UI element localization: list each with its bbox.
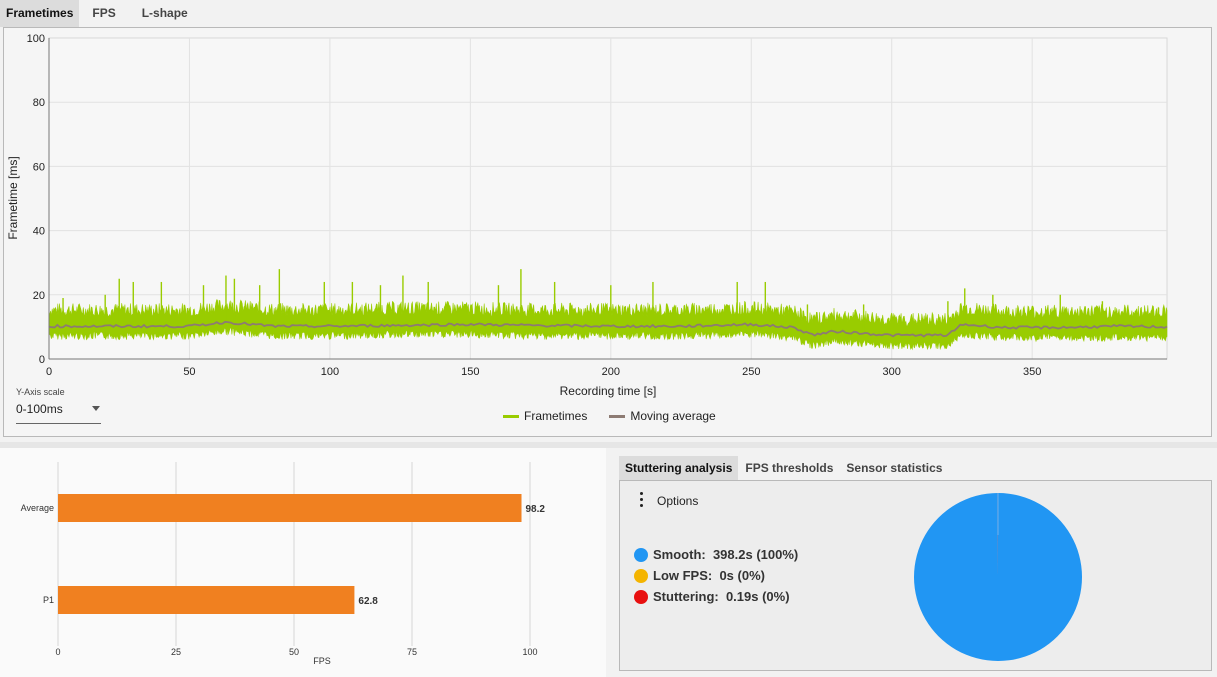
bar-x-axis-label: FPS (313, 656, 331, 666)
bar-category-label: Average (21, 503, 54, 513)
y-tick-label: 100 (27, 33, 45, 45)
legend-swatch (503, 414, 519, 418)
stutter-value: 0.19s (0%) (725, 589, 790, 604)
plot-area (48, 37, 1168, 360)
y-axis-scale-select[interactable]: 0-100ms (16, 402, 101, 424)
y-tick-label: 40 (33, 226, 45, 238)
bar-x-tick-label: 75 (407, 647, 417, 657)
bar-value-label: 98.2 (526, 504, 546, 515)
chart-legend: Frametimes Moving average (503, 409, 738, 423)
y-tick-label: 0 (39, 354, 45, 366)
x-axis-label: Recording time [s] (560, 384, 657, 398)
frametime-chart: 0 50 100 150 200 250 300 350 0 20 40 60 80 100 Record… (6, 33, 1168, 398)
x-tick-label: 300 (883, 366, 901, 378)
stutter-row-low-fps: Low FPS: 0s (0%) (634, 568, 765, 583)
legend-item-moving-average[interactable]: Moving average (609, 409, 716, 423)
tab-l-shape[interactable]: L-shape (141, 6, 188, 20)
tab-fps[interactable]: FPS (92, 6, 116, 20)
section-divider (0, 442, 1217, 448)
fps-bar-panel (0, 448, 606, 677)
bar-x-tick-label: 50 (289, 647, 299, 657)
series-frametimes (48, 299, 1168, 351)
stutter-label: Low FPS: (653, 568, 713, 583)
stutter-row-stuttering: Stuttering: 0.19s (0%) (634, 589, 790, 604)
stutter-label: Smooth: (653, 547, 706, 562)
x-tick-label: 50 (183, 366, 195, 378)
tab-stuttering-analysis[interactable]: Stuttering analysis (619, 456, 739, 480)
low-fps-dot-icon (634, 568, 648, 583)
bar-p1 (58, 586, 355, 614)
chevron-down-icon (92, 406, 100, 411)
bar-average (58, 494, 522, 522)
tab-fps-thresholds[interactable]: FPS thresholds (745, 461, 834, 475)
series-moving-average (48, 320, 1168, 338)
x-tick-label: 350 (1023, 366, 1041, 378)
stutter-value: 0s (0%) (719, 568, 765, 583)
fps-bar-chart: 0 25 50 75 100 Average 98.2 P1 62.8 FPS (21, 462, 546, 666)
legend-swatch (609, 414, 626, 418)
tab-frametimes[interactable]: Frametimes (0, 0, 80, 27)
options-button[interactable]: Options (657, 494, 699, 508)
y-axis-label: Frametime [ms] (6, 156, 20, 239)
stuttering-panel: Options Smooth: 398.2s (100%) Low FPS: 0… (619, 480, 1212, 671)
smooth-dot-icon (634, 547, 648, 562)
y-tick-label: 20 (33, 290, 45, 302)
y-axis-scale-value: 0-100ms (16, 402, 63, 416)
legend-item-frametimes[interactable]: Frametimes (503, 409, 587, 423)
bar-x-tick-label: 0 (55, 647, 60, 657)
y-axis-scale-label: Y-Axis scale (16, 387, 65, 397)
x-tick-label: 100 (321, 366, 339, 378)
bar-x-tick-label: 100 (522, 647, 537, 657)
x-tick-label: 250 (742, 366, 760, 378)
stuttering-dot-icon (634, 589, 648, 604)
y-tick-label: 60 (33, 161, 45, 173)
bar-value-label: 62.8 (358, 596, 378, 607)
y-tick-label: 80 (33, 97, 45, 109)
x-tick-label: 0 (46, 366, 52, 378)
bar-x-tick-label: 25 (171, 647, 181, 657)
more-vertical-icon[interactable] (638, 492, 644, 510)
analysis-tabs: Stuttering analysis FPS thresholds Senso… (619, 456, 949, 480)
stuttering-pie-chart (913, 493, 1082, 661)
chart-tabs: Frametimes FPS L-shape (0, 0, 201, 27)
tab-sensor-statistics[interactable]: Sensor statistics (846, 461, 943, 475)
x-tick-label: 150 (461, 366, 479, 378)
stutter-row-smooth: Smooth: 398.2s (100%) (634, 547, 798, 562)
stutter-value: 398.2s (100%) (712, 547, 799, 562)
x-tick-label: 200 (602, 366, 620, 378)
stutter-label: Stuttering: (653, 589, 719, 604)
pie-slice-smooth (913, 493, 1082, 661)
bar-category-label: P1 (43, 595, 54, 605)
legend-label: Frametimes (524, 409, 588, 423)
legend-label: Moving average (630, 409, 716, 423)
